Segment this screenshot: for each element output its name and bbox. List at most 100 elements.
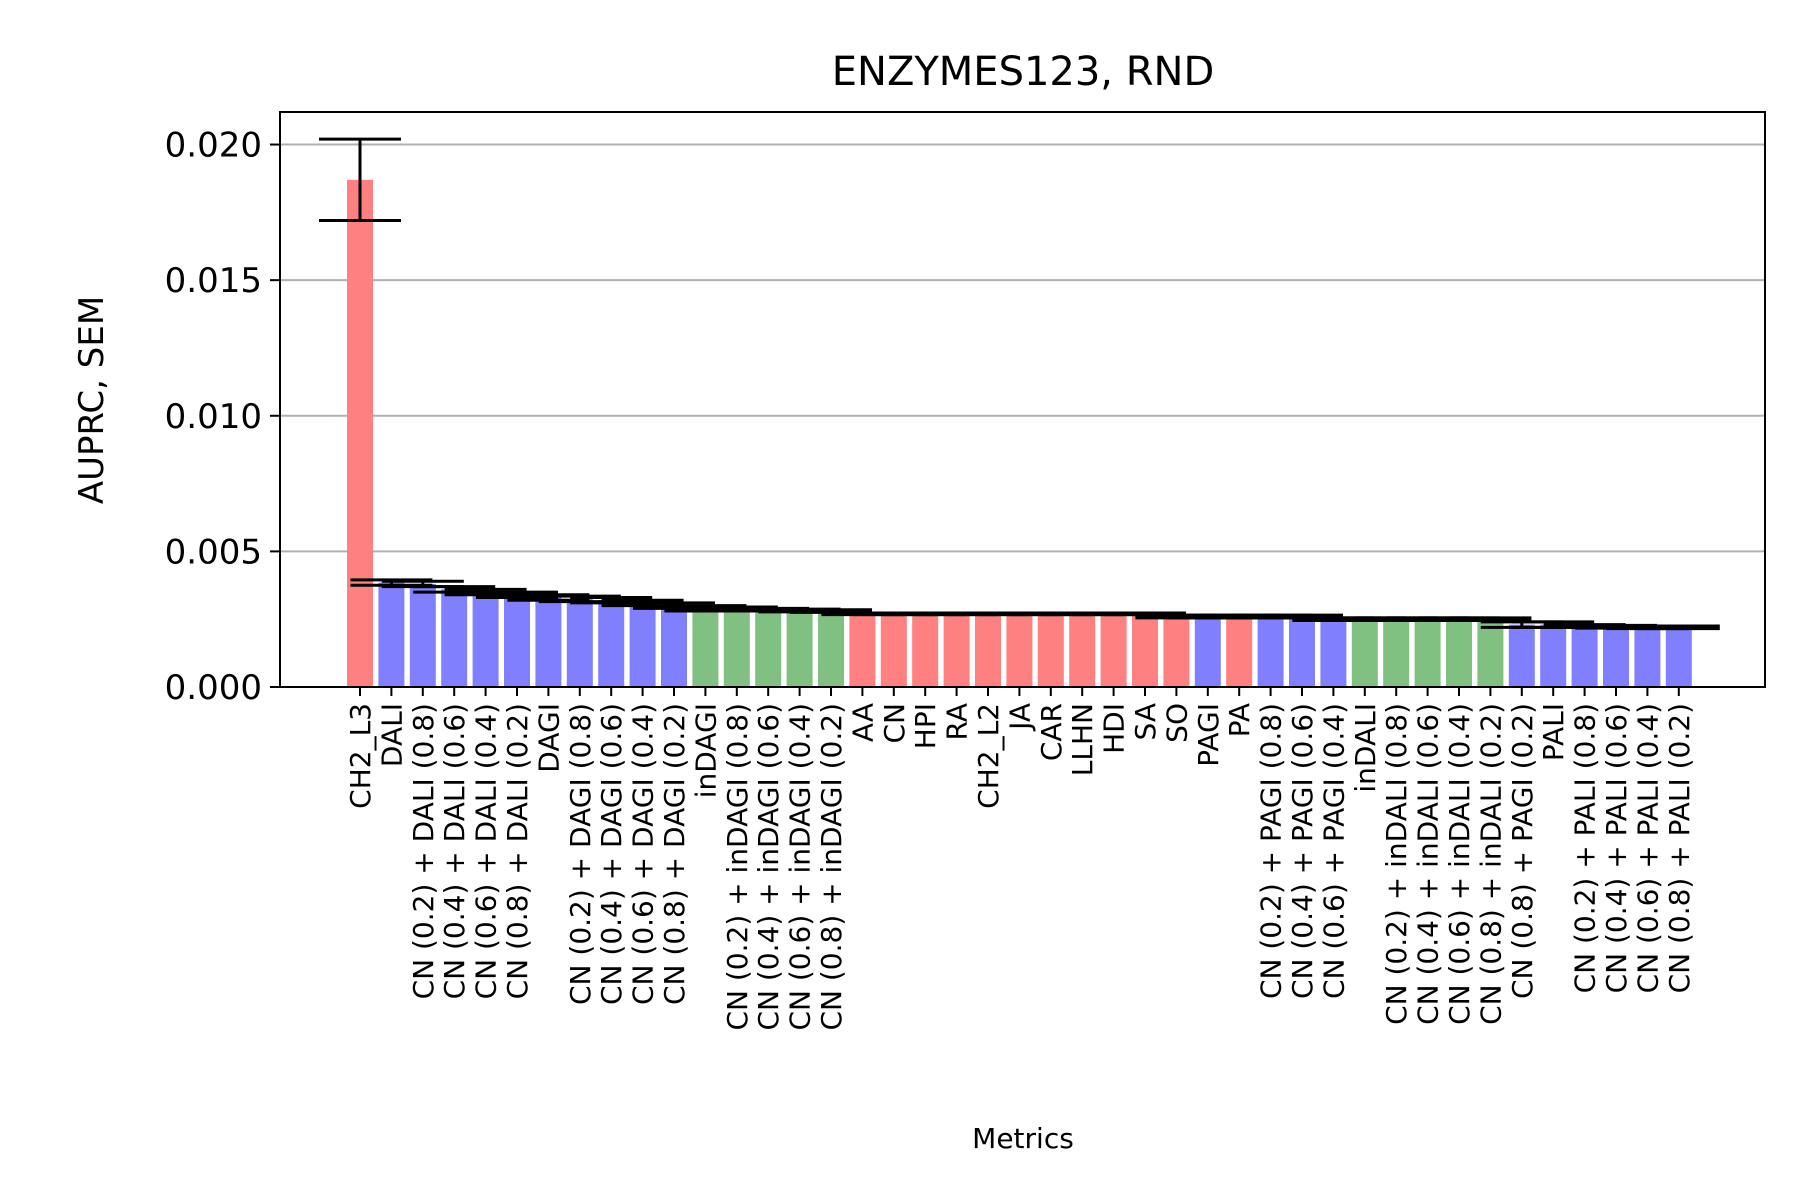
bar: [1603, 626, 1629, 687]
x-tick-label: CN (0.6) + PAGI (0.4): [1317, 703, 1350, 999]
bar: [692, 608, 719, 687]
bar: [347, 179, 373, 687]
x-tick-label: CH2_L2: [972, 703, 1005, 809]
bar: [723, 608, 750, 687]
bar: [1006, 613, 1033, 687]
bar: [629, 602, 656, 687]
x-tick-label: DALI: [375, 703, 408, 767]
bar: [598, 600, 625, 687]
x-tick-label: CN (0.2) + PAGI (0.8): [1255, 703, 1288, 999]
bar: [1508, 624, 1535, 687]
x-tick-label: SO: [1160, 703, 1193, 743]
bar: [755, 609, 782, 687]
bar: [566, 598, 593, 687]
x-tick-label: inDALI: [1349, 703, 1382, 793]
x-tick-label: CN (0.8) + PAGI (0.2): [1506, 703, 1539, 999]
bar: [1414, 619, 1441, 687]
y-tick-label: 0.010: [165, 397, 262, 437]
x-tick-label: CH2_L3: [344, 703, 377, 809]
y-tick-label: 0.005: [165, 532, 262, 572]
x-tick-label: CN (0.6) + inDALI (0.4): [1443, 703, 1476, 1025]
x-tick-label: CN (0.2) + DALI (0.8): [407, 703, 440, 999]
x-tick-label: HPI: [909, 703, 942, 749]
bar: [1320, 619, 1347, 687]
x-axis-label: Metrics: [972, 1122, 1074, 1155]
bar: [1383, 619, 1410, 687]
chart-title: ENZYMES123, RND: [832, 49, 1215, 95]
x-tick-label: DAGI: [532, 703, 565, 773]
bar: [472, 592, 499, 687]
x-tick-label: CN (0.4) + DAGI (0.6): [595, 703, 628, 1005]
error-bars: [319, 137, 1720, 631]
x-tick-label: CN (0.2) + PALI (0.8): [1569, 703, 1602, 993]
x-tick-label: LLHN: [1066, 703, 1099, 776]
x-tick-label: CN (0.2) + DAGI (0.8): [564, 703, 597, 1005]
y-tick-label: 0.020: [165, 126, 262, 166]
x-tick-label: CN (0.4) + inDAGI (0.6): [752, 703, 785, 1031]
bar: [1100, 613, 1127, 687]
bar: [378, 582, 405, 687]
x-tick-label: CN (0.2) + inDAGI (0.8): [721, 703, 754, 1031]
x-tick-label: CN (0.8) + inDAGI (0.2): [815, 703, 848, 1031]
x-tick-label: CN (0.8) + inDALI (0.2): [1474, 703, 1507, 1025]
bar: [1571, 625, 1598, 687]
x-tick-label: CN (0.6) + PALI (0.4): [1631, 703, 1664, 993]
x-tick-label: SA: [1129, 703, 1162, 740]
y-axis: 0.000 0.005 0.010 0.015 0.020: [165, 126, 280, 708]
x-tick-label: CN (0.8) + PALI (0.2): [1663, 703, 1696, 993]
x-tick-label: CN (0.6) + DALI (0.4): [470, 703, 503, 999]
y-axis-label: AUPRC, SEM: [72, 296, 112, 504]
x-tick-label: PALI: [1537, 703, 1570, 761]
x-tick-label: JA: [1003, 703, 1036, 732]
x-tick-label: RA: [941, 703, 974, 740]
bar: [1069, 613, 1096, 687]
bar: [1257, 616, 1284, 687]
bar: [504, 594, 530, 687]
x-tick-label: inDAGI: [689, 703, 722, 798]
x-tick-label: HDI: [1098, 703, 1131, 754]
bar: [1226, 616, 1253, 687]
bar: [1540, 624, 1567, 687]
bars: [347, 179, 1692, 687]
bar: [1446, 619, 1472, 687]
bar: [1351, 619, 1378, 687]
x-tick-label: CN (0.4) + DALI (0.6): [438, 703, 471, 999]
bar: [661, 605, 687, 687]
x-tick-label: PAGI: [1192, 703, 1225, 767]
x-tick-label: CN (0.6) + inDAGI (0.4): [784, 703, 817, 1031]
bar: [1289, 616, 1315, 687]
x-tick-label: CN (0.4) + inDALI (0.6): [1412, 703, 1445, 1025]
bar: [880, 613, 907, 687]
bar: [1037, 613, 1064, 687]
bar: [535, 597, 562, 687]
x-tick-label: CN (0.8) + DALI (0.2): [501, 703, 534, 999]
gridlines: [280, 143, 1765, 553]
x-tick-label: CN (0.2) + inDALI (0.8): [1380, 703, 1413, 1025]
bar: [1132, 613, 1158, 687]
bar: [1163, 616, 1190, 687]
bar: [1194, 616, 1221, 687]
bar: [1634, 627, 1661, 687]
bar: [975, 613, 1001, 687]
x-tick-label: CN (0.4) + PAGI (0.6): [1286, 703, 1319, 999]
bar: [1477, 619, 1504, 687]
x-tick-label: PA: [1223, 703, 1256, 737]
x-tick-label: AA: [846, 703, 879, 742]
bar: [409, 583, 436, 687]
x-tick-label: CN (0.8) + DAGI (0.2): [658, 703, 691, 1005]
bar: [849, 613, 876, 687]
x-tick-label: CAR: [1035, 703, 1068, 761]
bar: [1665, 627, 1692, 687]
bar: [818, 611, 844, 687]
x-tick-label: CN (0.6) + DAGI (0.4): [627, 703, 660, 1005]
x-tick-label: CN (0.4) + PALI (0.6): [1600, 703, 1633, 993]
plot-frame: [279, 111, 1766, 688]
bar: [441, 589, 468, 687]
bar: [943, 613, 970, 687]
y-tick-label: 0.000: [165, 668, 262, 708]
y-tick-label: 0.015: [165, 261, 262, 301]
x-tick-label: CN: [878, 703, 911, 744]
bar: [912, 613, 939, 687]
